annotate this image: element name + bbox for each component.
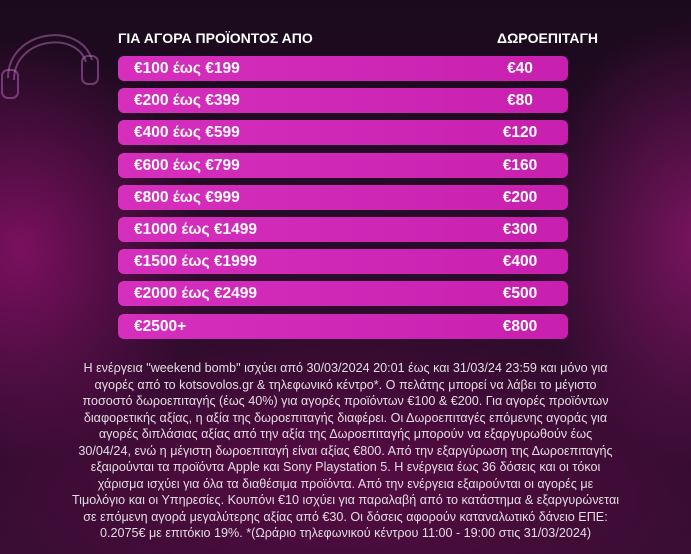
- gift-value: €40: [507, 60, 533, 77]
- price-range: €1500 έως €1999: [134, 253, 257, 271]
- table-row: €400 έως €599 €120: [118, 120, 568, 146]
- table-row: €1000 έως €1499 €300: [118, 217, 568, 242]
- headphones-icon: [1, 34, 99, 99]
- gift-value: €200: [502, 188, 538, 206]
- price-range: €600 έως €799: [134, 156, 240, 174]
- table-row: €600 έως €799 €160: [118, 152, 568, 178]
- gift-value: €120: [502, 124, 538, 142]
- footer-line: αγορές διπλάσιας αξίας από την αξία της …: [98, 427, 593, 441]
- table-row: €100 έως €199 €40: [118, 56, 568, 81]
- footer-line: 0.2075€ με επιτόκιο 19%. *(Ωράριο τηλεφω…: [99, 526, 592, 540]
- table-row: €2500+ €800: [118, 313, 568, 339]
- gift-value: €300: [502, 221, 538, 238]
- price-range: €200 έως €399: [134, 92, 240, 110]
- footer-line: χάρισμα ισχύει για όλα τα διαθέσιμα προϊ…: [97, 476, 594, 491]
- gift-value: €800: [502, 317, 538, 335]
- header-right: ΔΩΡΟΕΠΙΤΑΓΗ: [497, 30, 599, 46]
- price-range: €1000 έως €1499: [134, 221, 257, 238]
- table-row: €1500 έως €1999 €400: [118, 249, 568, 275]
- price-range: €400 έως €599: [134, 124, 240, 142]
- header-left: ΓΙΑ ΑΓΟΡΑ ΠΡΟΪΟΝΤΟΣ ΑΠΟ: [118, 30, 313, 46]
- footer-line: Η ενέργεια "weekend bomb" ισχύει από 30/…: [83, 361, 608, 375]
- footer-line: εξαιρούνται τα προϊόντα Apple και Sony P…: [90, 460, 601, 474]
- gift-value: €500: [502, 285, 538, 303]
- gift-value: €80: [507, 92, 533, 110]
- price-range: €2000 έως €2499: [134, 285, 257, 303]
- price-range: €100 έως €199: [134, 60, 240, 77]
- table-row: €800 έως €999 €200: [118, 184, 568, 210]
- gift-value: €400: [502, 253, 538, 271]
- footer-line: διαφορετικής αξίας, η αξία της δωροεπιτα…: [83, 410, 608, 425]
- price-range: €800 έως €999: [134, 188, 240, 206]
- price-range: €2500+: [134, 317, 187, 335]
- footer-line: αγορές από το kotsovolos.gr & τηλεφωνικό…: [94, 377, 597, 392]
- gift-value: €160: [502, 156, 538, 174]
- footer-line: Τιμολόγιο και οι Υπηρεσίες. Κουπόνι €10 …: [71, 493, 620, 507]
- footer-line: ποσοστό δωροεπιταγής (έως 40%) για αγορέ…: [82, 394, 609, 408]
- footer-line: 30/04/24, ενώ η μέγιστη δωροεπιταγή είνα…: [78, 443, 613, 458]
- table-row: €200 έως €399 €80: [118, 88, 568, 114]
- footer-line: σε επόμενη αγορά μεγαλύτερης αξίας από €…: [83, 509, 608, 524]
- table-row: €2000 έως €2499 €500: [118, 281, 568, 307]
